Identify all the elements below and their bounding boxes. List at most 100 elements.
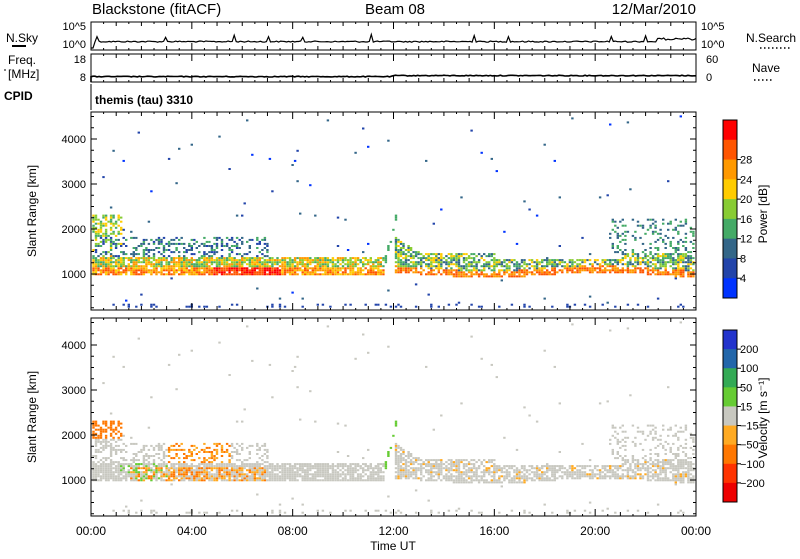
power-cell [319, 257, 321, 259]
power-cell [468, 269, 470, 271]
velocity-cell [165, 473, 167, 475]
velocity-cell [256, 445, 258, 447]
velocity-cell [682, 461, 684, 463]
velocity-cell [150, 455, 152, 457]
power-cell [518, 267, 520, 269]
power-cell [493, 269, 495, 271]
power-cell [498, 306, 500, 308]
velocity-cell [589, 465, 591, 467]
velocity-cell [551, 479, 553, 481]
velocity-cell [400, 465, 402, 467]
velocity-cell [256, 465, 258, 467]
power-cell [405, 261, 407, 263]
velocity-cell [496, 465, 498, 467]
velocity-cell [450, 467, 452, 469]
power-cell [473, 273, 475, 275]
power-cell [178, 261, 180, 263]
velocity-cell [173, 471, 175, 473]
power-cell [506, 271, 508, 273]
power-cell [259, 263, 261, 265]
velocity-cell [241, 463, 243, 465]
power-cell [657, 261, 659, 263]
power-cell [302, 273, 304, 275]
velocity-cell [682, 447, 684, 449]
velocity-cell [332, 465, 334, 467]
power-cell [221, 241, 223, 243]
velocity-cell [450, 475, 452, 477]
power-cell [521, 265, 523, 267]
velocity-cell [337, 475, 339, 477]
power-cell [483, 273, 485, 275]
date-title: 12/Mar/2010 [612, 1, 696, 18]
power-cell [170, 257, 172, 259]
velocity-cell [95, 425, 97, 427]
velocity-cell [281, 473, 283, 475]
power-cell [420, 265, 422, 267]
velocity-cell [175, 469, 177, 471]
power-cell [639, 257, 641, 259]
velocity-cell [115, 461, 117, 463]
power-cell [682, 306, 684, 308]
velocity-cell [213, 465, 215, 467]
velocity-cell [236, 421, 238, 423]
velocity-cell [181, 465, 183, 467]
power-cell [324, 259, 326, 261]
velocity-cell [110, 449, 112, 451]
power-cell [662, 239, 664, 241]
velocity-cell [120, 433, 122, 435]
velocity-cell [110, 427, 112, 429]
velocity-cell [455, 477, 457, 479]
velocity-cell [274, 467, 276, 469]
velocity-cell [324, 473, 326, 475]
velocity-cell [463, 471, 465, 473]
velocity-cell [642, 477, 644, 479]
velocity-cell [644, 455, 646, 457]
velocity-cell [266, 455, 268, 457]
velocity-cell [130, 471, 132, 473]
power-cell [362, 273, 364, 275]
velocity-cell [470, 336, 472, 338]
velocity-cell [410, 461, 412, 463]
velocity-cell [264, 473, 266, 475]
power-cell [128, 304, 130, 306]
power-cell [254, 257, 256, 259]
velocity-cell [511, 467, 513, 469]
velocity-cell [123, 449, 125, 451]
power-cell [412, 255, 414, 257]
power-cell [302, 298, 304, 300]
power-cell [105, 235, 107, 237]
velocity-cell [246, 477, 248, 479]
velocity-cell [110, 453, 112, 455]
velocity-cell [284, 463, 286, 465]
velocity-cell [226, 469, 228, 471]
power-cell [188, 269, 190, 271]
velocity-cell [516, 477, 518, 479]
power-cell [201, 257, 203, 259]
velocity-cell [596, 477, 598, 479]
power-cell [400, 265, 402, 267]
velocity-cell [120, 473, 122, 475]
power-cell [322, 267, 324, 269]
power-cell [428, 273, 430, 275]
power-cell [360, 273, 362, 275]
power-cell [652, 263, 654, 265]
power-cell [375, 265, 377, 267]
power-cell [468, 275, 470, 277]
velocity-cell [223, 451, 225, 453]
power-cell [228, 257, 230, 259]
power-cell [337, 267, 339, 269]
power-cell [241, 261, 243, 263]
velocity-cell [319, 463, 321, 465]
power-cell [201, 265, 203, 267]
power-cell [264, 261, 266, 263]
velocity-cell [619, 427, 621, 429]
velocity-cell [228, 455, 230, 457]
velocity-cell [667, 435, 669, 437]
power-cell [412, 263, 414, 265]
velocity-cell [322, 467, 324, 469]
power-cell [105, 237, 107, 239]
velocity-cell [206, 463, 208, 465]
velocity-cell [473, 467, 475, 469]
velocity-cell [685, 455, 687, 457]
power-cell [440, 255, 442, 257]
